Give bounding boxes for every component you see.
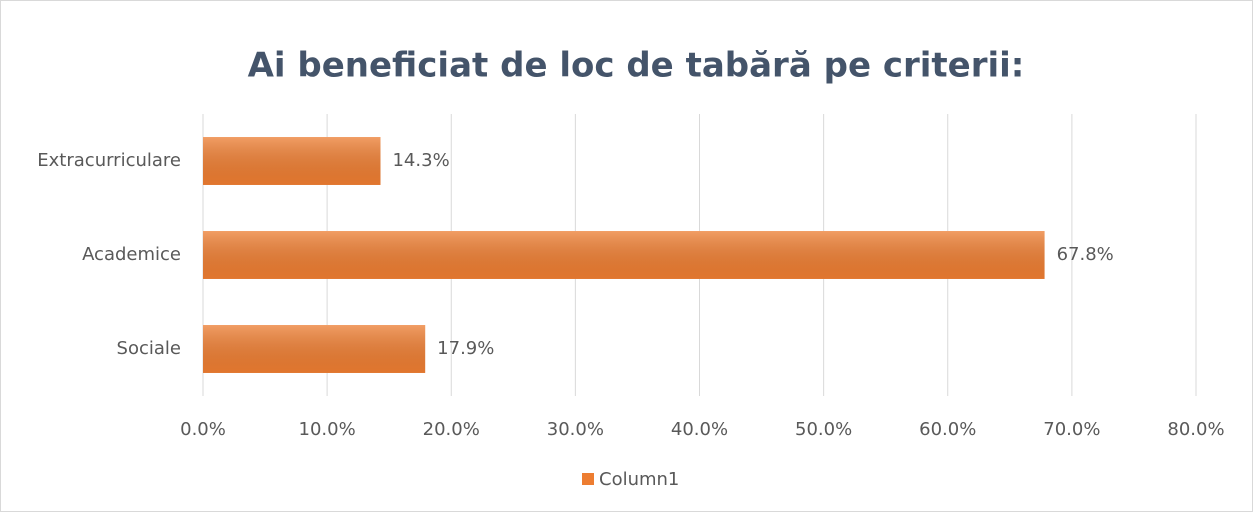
data-label: 17.9% (437, 338, 494, 359)
x-tick-label: 50.0% (795, 419, 852, 440)
y-tick-label: Sociale (117, 338, 181, 359)
legend-swatch (582, 473, 594, 485)
x-tick-label: 40.0% (671, 419, 728, 440)
x-tick-label: 80.0% (1167, 419, 1224, 440)
x-tick-label: 30.0% (547, 419, 604, 440)
x-tick-label: 0.0% (180, 419, 226, 440)
chart-title: Ai beneficiat de loc de tabără pe criter… (248, 46, 1025, 86)
bar-shade (203, 137, 381, 185)
bar-shade (203, 325, 426, 373)
y-tick-label: Extracurriculare (37, 150, 181, 171)
x-tick-label: 10.0% (299, 419, 356, 440)
data-label: 14.3% (392, 150, 449, 171)
x-tick-label: 70.0% (1043, 419, 1100, 440)
bar-shade (203, 231, 1045, 279)
legend-label: Column1 (599, 469, 679, 490)
x-tick-label: 20.0% (423, 419, 480, 440)
x-tick-label: 60.0% (919, 419, 976, 440)
y-tick-label: Academice (82, 244, 181, 265)
data-label: 67.8% (1057, 244, 1114, 265)
